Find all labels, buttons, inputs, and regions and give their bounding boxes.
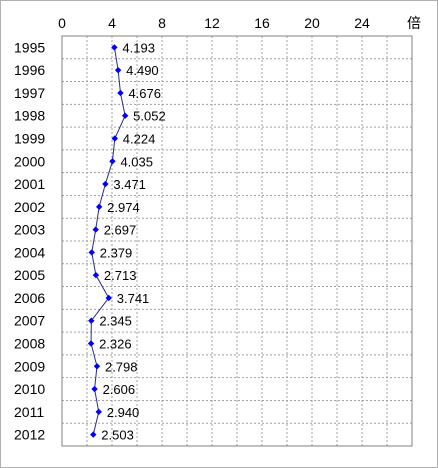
data-point: [90, 431, 97, 438]
y-tick-label: 2012: [14, 427, 45, 443]
data-label: 4.676: [128, 86, 161, 101]
data-label: 2.379: [100, 245, 133, 260]
y-tick-label: 2001: [14, 176, 45, 192]
y-tick-label: 2010: [14, 381, 45, 397]
data-point: [111, 135, 118, 142]
y-tick-label: 2011: [14, 404, 44, 420]
y-tick-label: 2006: [14, 290, 45, 306]
data-point: [109, 158, 116, 165]
data-point: [102, 180, 109, 188]
data-label: 4.490: [126, 63, 159, 78]
data-point: [117, 89, 124, 97]
data-label: 3.471: [113, 177, 146, 192]
data-label: 2.503: [101, 428, 134, 443]
data-point: [92, 271, 100, 279]
data-label: 2.606: [103, 382, 136, 397]
data-point: [95, 203, 103, 211]
data-label: 4.035: [120, 154, 153, 169]
data-point: [121, 112, 129, 119]
data-label: 2.713: [104, 268, 137, 283]
y-tick-label: 1996: [14, 62, 45, 78]
series-line-path: [90, 47, 126, 435]
y-tick-label: 1995: [14, 39, 45, 55]
data-label: 2.940: [107, 405, 140, 420]
y-tick-label: 2009: [14, 358, 45, 374]
data-point: [88, 317, 95, 324]
y-tick-label: 2000: [14, 153, 45, 169]
y-tick-label: 2007: [14, 313, 45, 329]
data-label: 2.345: [99, 314, 132, 329]
data-label: 4.224: [123, 132, 156, 147]
data-label: 2.326: [99, 337, 132, 352]
data-point: [88, 249, 95, 256]
y-tick-label: 2004: [14, 244, 45, 260]
y-tick-label: 2005: [14, 267, 45, 283]
x-tick-label: 8: [158, 15, 166, 31]
data-label: 4.193: [122, 40, 155, 55]
data-label: 2.697: [104, 223, 137, 238]
unit-label: 倍: [407, 16, 421, 32]
x-tick-label: 0: [58, 15, 66, 31]
series-points: [87, 44, 129, 438]
data-point: [95, 408, 102, 416]
data-point: [92, 226, 99, 233]
y-tick-label: 1997: [14, 85, 45, 101]
data-label: 3.741: [117, 291, 150, 306]
x-tick-label: 4: [108, 15, 116, 31]
data-point: [87, 340, 95, 347]
y-tick-label: 2008: [14, 336, 45, 352]
y-tick-label: 1999: [14, 131, 45, 147]
x-tick-label: 16: [254, 15, 270, 31]
data-point: [114, 66, 122, 74]
data-point: [93, 363, 101, 370]
series-line: [90, 47, 126, 435]
y-tick-label: 2003: [14, 222, 45, 238]
plot-border: [61, 35, 413, 447]
data-point: [105, 294, 112, 302]
x-tick-label: 20: [304, 15, 320, 31]
data-point: [91, 385, 98, 393]
data-labels: 4.193 4.490 4.676 5.052 4.224 4.035 3.471 2.974…: [99, 40, 166, 442]
data-label: 5.052: [133, 109, 166, 124]
x-tick-label: 24: [354, 15, 370, 31]
data-label: 2.974: [107, 200, 140, 215]
y-tick-label: 2002: [14, 199, 45, 215]
axes: 0 4 8 12 16 20 24 1995 1996 1997 1998 1999 2000 2001 2…: [14, 15, 413, 447]
data-point: [111, 44, 118, 51]
y-tick-label: 1998: [14, 108, 45, 124]
data-label: 2.798: [105, 359, 138, 374]
x-tick-label: 12: [204, 15, 220, 31]
grid: [62, 36, 412, 446]
